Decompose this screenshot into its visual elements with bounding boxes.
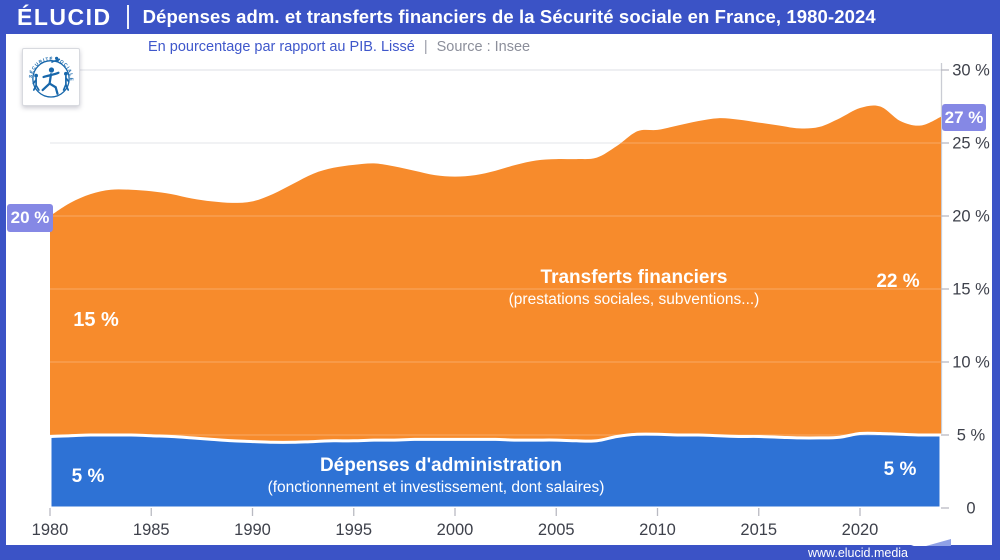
subtitle-description: En pourcentage par rapport au PIB. Lissé xyxy=(148,39,415,55)
y-tick-label: 10 % xyxy=(952,354,990,372)
admin-area-label: Dépenses d'administration xyxy=(319,455,563,476)
y-tick-label: 5 % xyxy=(957,427,986,445)
subtitle-separator: | xyxy=(423,39,428,55)
chart-subtitle: En pourcentage par rapport au PIB. Lissé… xyxy=(148,39,530,55)
transfers-area xyxy=(50,105,941,508)
x-tick-label: 2015 xyxy=(740,521,777,539)
x-tick-label: 1995 xyxy=(335,521,372,539)
y-tick-label: 25 % xyxy=(952,135,990,153)
x-tick-label: 1980 xyxy=(32,521,69,539)
transfers-area-label: Transferts financiers xyxy=(540,267,728,288)
y-tick-label: 0 xyxy=(966,500,975,518)
x-tick-label: 2010 xyxy=(639,521,676,539)
x-tick-label: 2020 xyxy=(842,521,879,539)
left-border xyxy=(0,34,6,560)
y-tick-label: 20 % xyxy=(952,208,990,226)
transfers-mid-value: 15 % xyxy=(73,309,119,331)
end-value-badge: 27 % xyxy=(942,104,986,131)
x-tick-label: 1985 xyxy=(133,521,170,539)
footer-bar xyxy=(0,545,1000,560)
admin-mid-value: 5 % xyxy=(71,466,105,487)
admin-end-value: 5 % xyxy=(883,459,917,480)
elucid-logo: ÉLUCID xyxy=(17,3,112,30)
x-tick-label: 2005 xyxy=(538,521,575,539)
admin-area-sublabel: (fonctionnement et investissement, dont … xyxy=(267,479,605,496)
y-tick-label: 30 % xyxy=(952,62,990,80)
securite-sociale-logo-icon: SÉCURITÉ SOCIALE xyxy=(27,54,73,98)
admin-area xyxy=(48,431,943,510)
right-border xyxy=(992,34,1000,560)
securite-sociale-logo: SÉCURITÉ SOCIALE xyxy=(22,48,80,106)
y-tick-label: 15 % xyxy=(952,281,990,299)
header-divider xyxy=(126,5,129,29)
page-title: Dépenses adm. et transferts financiers d… xyxy=(142,6,876,27)
transfers-end-value: 22 % xyxy=(876,271,920,292)
x-tick-label: 1990 xyxy=(234,521,271,539)
logo-figures xyxy=(41,71,60,95)
subtitle-source: Source : Insee xyxy=(436,39,531,55)
x-tick-label: 2000 xyxy=(437,521,474,539)
header-bar: ÉLUCID Dépenses adm. et transferts finan… xyxy=(0,0,1000,34)
elucid-flag-icon xyxy=(911,532,951,546)
site-url: www.elucid.media xyxy=(807,546,908,560)
transfers-area-sublabel: (prestations sociales, subventions...) xyxy=(508,291,760,308)
start-value-badge: 20 % xyxy=(7,204,53,232)
